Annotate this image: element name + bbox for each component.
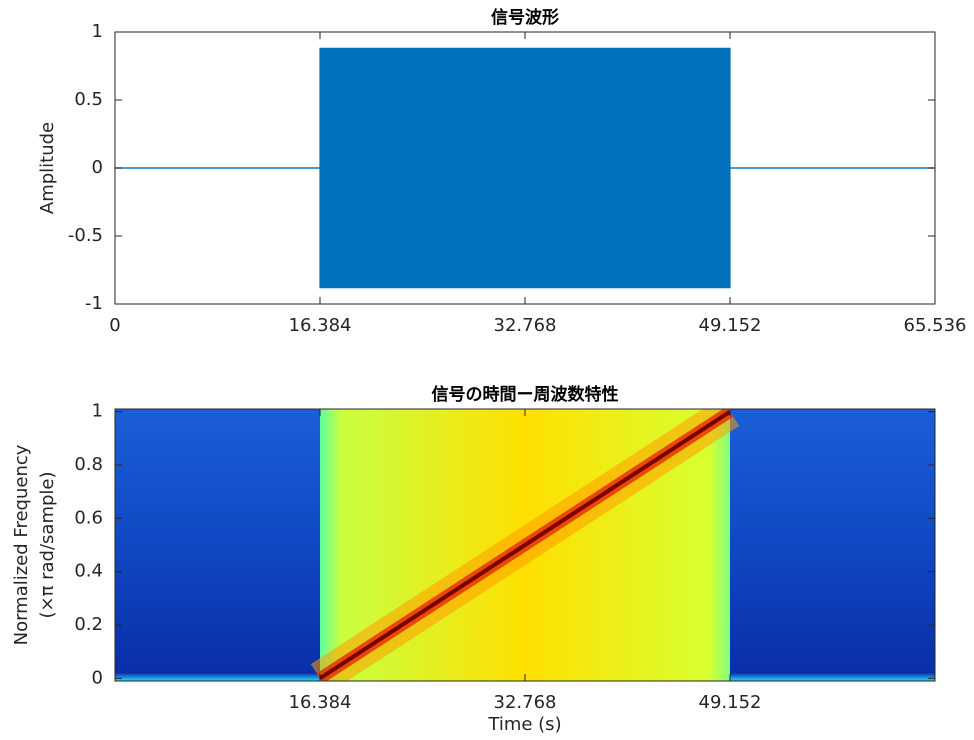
x-tick-label: 16.384 [289, 315, 352, 336]
y-tick-label: 1 [92, 21, 103, 42]
y-tick-label: 0.4 [74, 561, 103, 582]
y-axis-label: Normalized Frequency [11, 444, 32, 645]
x-tick-label: 32.768 [494, 692, 557, 713]
x-tick-label: 49.152 [699, 692, 762, 713]
y-tick-label: 0.5 [74, 89, 103, 110]
y-tick-label: 1 [92, 401, 103, 422]
chart-title: 信号の時間ー周波数特性 [432, 384, 619, 405]
x-axis-label: Time (s) [487, 714, 561, 735]
y-tick-label: 0.2 [74, 614, 103, 635]
page: {"chart_data": [ {"type": "band", "title… [0, 0, 974, 740]
plot-area [115, 409, 935, 681]
chart: 0 16.384 32.768 49.152 65.536 -1 -0.5 0 0.5 1 信号波形… [0, 0, 974, 740]
y-tick-label: -1 [85, 293, 103, 314]
chart-title: 信号波形 [491, 7, 559, 28]
y-tick-label: 0 [92, 667, 103, 688]
x-tick-label: 65.536 [904, 315, 967, 336]
x-tick-label: 0 [109, 315, 120, 336]
y-tick-label: 0 [92, 157, 103, 178]
plot-area [115, 48, 935, 287]
x-tick-label: 16.384 [289, 692, 352, 713]
x-tick-label: 32.768 [494, 315, 557, 336]
y-axis-label: (×π rad/sample) [37, 471, 58, 618]
y-tick-label: -0.5 [68, 225, 103, 246]
y-tick-label: 0.6 [74, 507, 103, 528]
y-tick-label: 0.8 [74, 454, 103, 475]
y-axis-label: Amplitude [37, 122, 58, 214]
x-tick-label: 49.152 [699, 315, 762, 336]
